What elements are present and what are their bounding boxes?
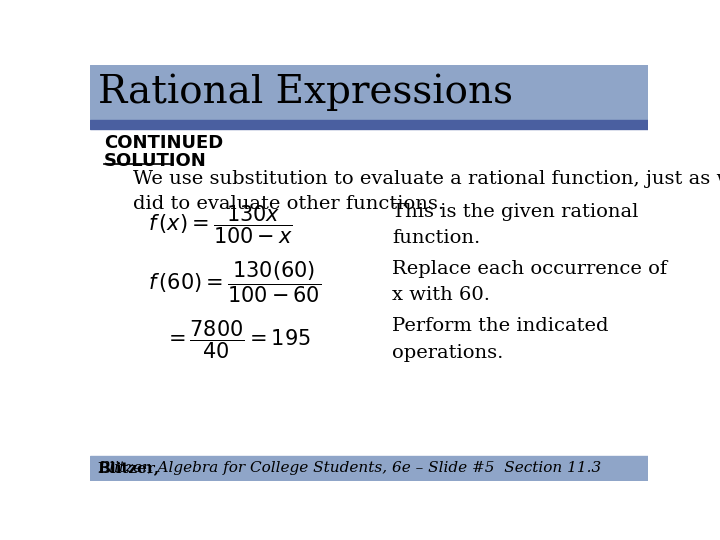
Text: $f\,(x){=}\dfrac{130x}{100-x}$: $f\,(x){=}\dfrac{130x}{100-x}$	[148, 204, 293, 246]
Text: This is the given rational
function.: This is the given rational function.	[392, 202, 639, 247]
Text: We use substitution to evaluate a rational function, just as we
did to evaluate : We use substitution to evaluate a ration…	[132, 170, 720, 213]
Text: CONTINUED: CONTINUED	[104, 134, 223, 152]
Text: Perform the indicated
operations.: Perform the indicated operations.	[392, 318, 608, 362]
Text: Blitzer,: Blitzer,	[98, 461, 160, 475]
Text: $f\,(60){=}\dfrac{130(60)}{100-60}$: $f\,(60){=}\dfrac{130(60)}{100-60}$	[148, 259, 321, 305]
Text: Replace each occurrence of
x with 60.: Replace each occurrence of x with 60.	[392, 260, 667, 304]
Bar	[90, 120, 648, 130]
Text: Rational Expressions: Rational Expressions	[98, 74, 513, 111]
Text: $=\dfrac{7800}{40}=195$: $=\dfrac{7800}{40}=195$	[163, 319, 310, 361]
Text: Blitzer, Algebra for College Students, 6e – Slide #5  Section 11.3: Blitzer, Algebra for College Students, 6…	[98, 461, 601, 475]
Text: SOLUTION: SOLUTION	[104, 152, 207, 170]
Bar	[90, 456, 648, 481]
Bar	[90, 65, 648, 120]
